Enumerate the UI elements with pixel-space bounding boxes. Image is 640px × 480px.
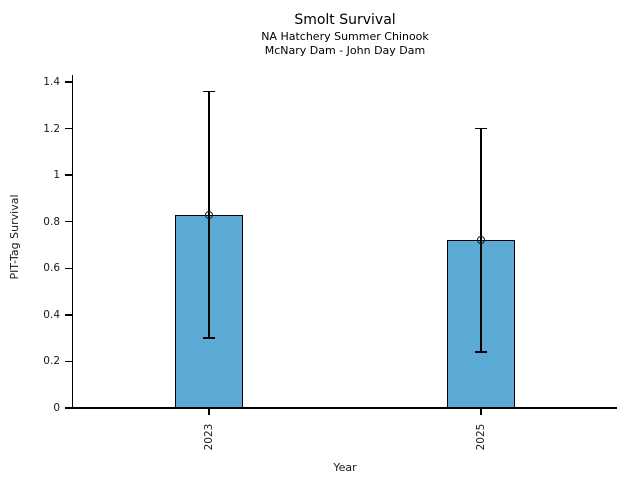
y-tick-label: 0.2: [43, 355, 60, 368]
chart-subtitle-reach: McNary Dam - John Day Dam: [264, 44, 426, 57]
x-tick-label: 2023: [203, 423, 215, 451]
plot-area: 0 0.2 0.4 0.6 0.8 1 1.2 1.4 2023 2025: [43, 75, 617, 450]
y-axis-label: PIT-Tag Survival: [8, 194, 21, 280]
marker-circle: [477, 236, 485, 245]
y-tick-label: 1: [53, 169, 60, 182]
x-tick: [208, 408, 210, 415]
y-tick: [65, 127, 72, 130]
y-tick: [65, 221, 72, 223]
y-tick: [65, 174, 72, 176]
error-bar-cap-top: [203, 90, 215, 92]
error-bar-cap-bottom: [203, 337, 215, 339]
y-tick-label: 0.4: [43, 308, 60, 321]
y-tick-label: 0.6: [43, 262, 60, 275]
error-bar-cap-top: [475, 127, 487, 130]
x-axis-label: Year: [333, 461, 357, 474]
y-tick: [65, 360, 72, 363]
chart-title: Smolt Survival: [294, 12, 396, 28]
y-tick: [65, 314, 72, 316]
marker-circle: [205, 210, 213, 219]
chart-subtitle-species: NA Hatchery Summer Chinook: [261, 30, 429, 43]
y-tick: [65, 407, 72, 409]
title-block: Smolt Survival NA Hatchery Summer Chinoo…: [73, 11, 617, 58]
y-tick-label: 1.2: [43, 122, 60, 135]
y-tick-label: 1.4: [43, 76, 60, 88]
x-tick: [480, 408, 482, 415]
y-tick: [65, 267, 72, 269]
y-tick: [65, 81, 72, 83]
x-tick-label: 2025: [475, 423, 487, 451]
y-tick-label: 0: [53, 402, 60, 414]
error-bar-cap-bottom: [475, 351, 487, 353]
y-tick-label: 0.8: [43, 215, 60, 228]
x-axis-spine: [72, 407, 617, 409]
y-axis-spine: [72, 75, 74, 409]
